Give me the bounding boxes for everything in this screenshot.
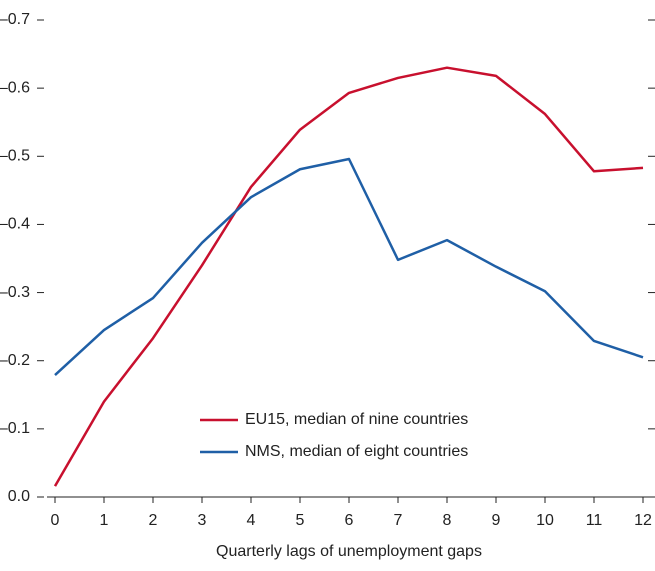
x-tick-label: 4 xyxy=(247,512,256,529)
x-tick-label: 7 xyxy=(394,512,403,529)
y-tick-label: –0.3 xyxy=(0,284,30,301)
legend-label: EU15, median of nine countries xyxy=(245,411,468,428)
series-line xyxy=(53,66,644,487)
y-tick-label: 0.0 xyxy=(8,488,30,505)
series-line xyxy=(54,157,644,376)
y-tick-label: –0.7 xyxy=(0,11,30,28)
x-tick-label: 11 xyxy=(586,512,603,529)
x-tick-label: 2 xyxy=(149,512,158,529)
x-tick-label: 6 xyxy=(345,512,354,529)
x-tick-label: 5 xyxy=(296,512,305,529)
y-tick-label: –0.2 xyxy=(0,352,30,369)
x-tick-label: 8 xyxy=(443,512,452,529)
x-tick-label: 1 xyxy=(100,512,109,529)
x-tick-label: 3 xyxy=(198,512,207,529)
x-tick-label: 9 xyxy=(492,512,501,529)
y-tick-label: –0.5 xyxy=(0,148,30,165)
y-tick-label: –0.1 xyxy=(0,420,30,437)
x-tick-label: 0 xyxy=(51,512,60,529)
y-tick-label: –0.6 xyxy=(0,79,30,96)
legend-label: NMS, median of eight countries xyxy=(245,443,468,460)
x-tick-label: 10 xyxy=(536,512,554,529)
x-axis-label: Quarterly lags of unemployment gaps xyxy=(216,543,482,560)
x-tick-label: 12 xyxy=(634,512,652,529)
y-tick-label: –0.4 xyxy=(0,216,30,233)
